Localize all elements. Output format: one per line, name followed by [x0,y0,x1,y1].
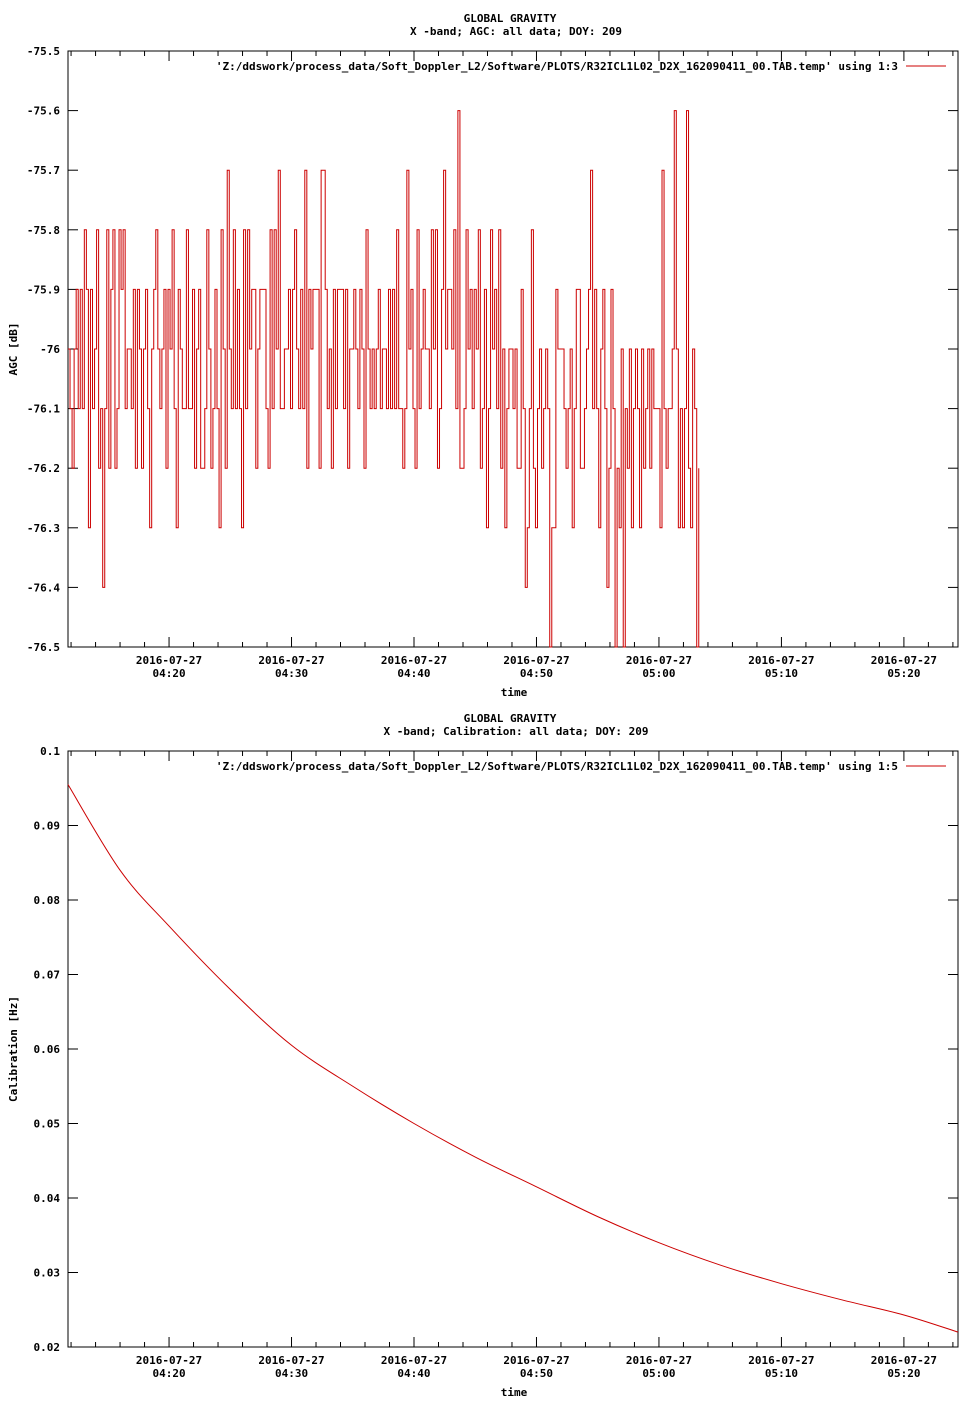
chart-subtitle: X -band; Calibration: all data; DOY: 209 [384,725,649,738]
x-tick-time-label: 04:30 [275,667,308,680]
x-axis-label: time [501,1386,528,1399]
y-tick-label: 0.02 [34,1341,61,1354]
y-tick-label: -76.1 [27,403,60,416]
x-tick-time-label: 05:10 [765,1367,798,1380]
x-tick-date-label: 2016-07-27 [748,1354,814,1367]
y-axis-label: AGC [dB] [7,323,20,376]
data-series-line [67,784,959,1333]
y-tick-label: -75.7 [27,164,60,177]
x-tick-time-label: 04:40 [397,1367,430,1380]
chart-title: GLOBAL GRAVITY [464,12,557,25]
chart-subtitle: X -band; AGC: all data; DOY: 209 [410,25,622,38]
x-tick-time-label: 04:30 [275,1367,308,1380]
y-tick-label: -75.6 [27,105,60,118]
x-tick-date-label: 2016-07-27 [258,654,324,667]
y-tick-label: 0.05 [34,1118,61,1131]
y-tick-label: -75.9 [27,283,60,296]
x-tick-date-label: 2016-07-27 [136,654,202,667]
x-tick-date-label: 2016-07-27 [381,654,447,667]
legend-label: 'Z:/ddswork/process_data/Soft_Doppler_L2… [216,60,898,73]
x-tick-time-label: 04:50 [520,1367,553,1380]
y-tick-label: 0.1 [40,745,60,758]
y-tick-label: 0.03 [34,1267,61,1280]
x-tick-time-label: 05:10 [765,667,798,680]
y-tick-label: -76.5 [27,641,60,654]
x-tick-time-label: 05:00 [642,1367,675,1380]
x-tick-date-label: 2016-07-27 [871,1354,937,1367]
y-tick-label: -75.5 [27,45,60,58]
x-tick-date-label: 2016-07-27 [381,1354,447,1367]
x-tick-time-label: 04:40 [397,667,430,680]
x-tick-time-label: 04:50 [520,667,553,680]
legend-label: 'Z:/ddswork/process_data/Soft_Doppler_L2… [216,760,898,773]
x-tick-time-label: 04:20 [152,1367,185,1380]
x-tick-date-label: 2016-07-27 [748,654,814,667]
y-tick-label: -76.3 [27,522,60,535]
y-tick-label: 0.08 [34,894,61,907]
x-tick-date-label: 2016-07-27 [626,1354,692,1367]
x-tick-time-label: 05:00 [642,667,675,680]
x-tick-date-label: 2016-07-27 [503,654,569,667]
y-tick-label: -76 [40,343,60,356]
y-tick-label: 0.09 [34,820,61,833]
y-tick-label: -76.4 [27,581,60,594]
y-tick-label: -76.2 [27,462,60,475]
y-axis-label: Calibration [Hz] [7,996,20,1102]
x-tick-time-label: 05:20 [887,1367,920,1380]
x-tick-time-label: 04:20 [152,667,185,680]
x-tick-date-label: 2016-07-27 [136,1354,202,1367]
y-tick-label: -75.8 [27,224,60,237]
x-axis-label: time [501,686,528,699]
y-tick-label: 0.04 [34,1192,61,1205]
x-tick-time-label: 05:20 [887,667,920,680]
plot-border [67,750,959,1348]
x-tick-date-label: 2016-07-27 [626,654,692,667]
x-tick-date-label: 2016-07-27 [503,1354,569,1367]
calibration-chart-panel: GLOBAL GRAVITY X -band; Calibration: all … [0,700,980,1400]
y-tick-label: 0.07 [34,969,61,982]
x-tick-date-label: 2016-07-27 [258,1354,324,1367]
data-series-line [68,110,700,648]
y-tick-label: 0.06 [34,1043,61,1056]
agc-chart-panel: GLOBAL GRAVITY X -band; AGC: all data; DO… [0,0,980,700]
x-tick-date-label: 2016-07-27 [871,654,937,667]
chart-title: GLOBAL GRAVITY [464,712,557,725]
